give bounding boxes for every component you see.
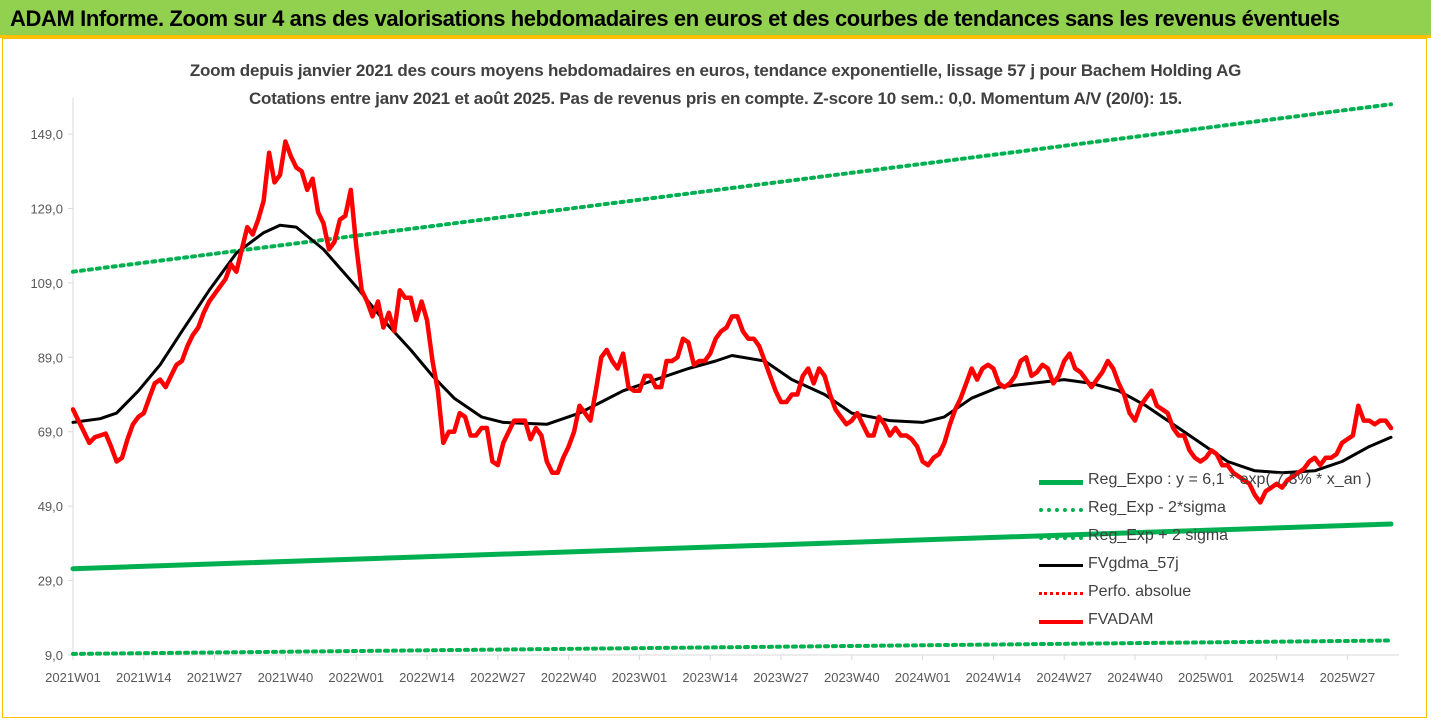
x-tick-label: 2025W14 xyxy=(1249,670,1305,685)
chart-title: Zoom depuis janvier 2021 des cours moyen… xyxy=(189,61,1242,80)
series-line-3 xyxy=(71,223,1393,475)
y-tick-label: 129,0 xyxy=(30,201,63,216)
legend-item: Perfo. absolue xyxy=(1035,580,1415,608)
x-tick-label: 2023W14 xyxy=(682,670,738,685)
legend-item: FVADAM xyxy=(1035,608,1415,636)
x-tick-label: 2024W14 xyxy=(966,670,1022,685)
x-tick-label: 2021W27 xyxy=(187,670,243,685)
legend-item: FVgdma_57j xyxy=(1035,552,1415,580)
y-tick-label: 89,0 xyxy=(38,350,63,365)
legend-label: Perfo. absolue xyxy=(1088,583,1192,600)
legend-item: Reg_Exp + 2 sigma xyxy=(1035,524,1415,552)
legend-swatch xyxy=(1039,508,1083,512)
x-tick-label: 2024W27 xyxy=(1036,670,1092,685)
y-tick-label: 109,0 xyxy=(30,276,63,291)
x-tick-label: 2021W40 xyxy=(258,670,314,685)
x-tick-label: 2024W01 xyxy=(895,670,951,685)
legend-label: FVADAM xyxy=(1088,611,1154,628)
series-line-0 xyxy=(70,521,1394,572)
y-tick-label: 29,0 xyxy=(38,574,63,589)
legend-label: Reg_Expo : y = 6,1 * exp( 7,3% * x_an ) xyxy=(1088,471,1372,488)
legend-swatch xyxy=(1039,592,1083,595)
series-line-1 xyxy=(71,638,1393,656)
x-tick-label: 2022W01 xyxy=(328,670,384,685)
title-banner: ADAM Informe. Zoom sur 4 ans des valoris… xyxy=(0,0,1431,38)
y-tick-label: 49,0 xyxy=(38,499,63,514)
x-tick-label: 2024W40 xyxy=(1107,670,1163,685)
legend-item: Reg_Expo : y = 6,1 * exp( 7,3% * x_an ) xyxy=(1035,468,1415,496)
legend-label: Reg_Exp - 2*sigma xyxy=(1088,499,1226,516)
legend-item: Reg_Exp - 2*sigma xyxy=(1035,496,1415,524)
report-title: ADAM Informe. Zoom sur 4 ans des valoris… xyxy=(10,6,1340,31)
x-tick-label: 2021W14 xyxy=(116,670,172,685)
x-tick-label: 2025W27 xyxy=(1320,670,1376,685)
legend-swatch xyxy=(1039,620,1083,624)
chart-legend: Reg_Expo : y = 6,1 * exp( 7,3% * x_an ) R… xyxy=(1035,468,1415,636)
y-tick-label: 9,0 xyxy=(45,648,63,663)
x-tick-label: 2022W27 xyxy=(470,670,526,685)
x-tick-label: 2025W01 xyxy=(1178,670,1234,685)
x-tick-label: 2022W40 xyxy=(541,670,597,685)
x-tick-label: 2023W27 xyxy=(753,670,809,685)
x-tick-label: 2023W01 xyxy=(612,670,668,685)
legend-swatch xyxy=(1039,480,1083,485)
series-line-5 xyxy=(70,139,1394,505)
series-line-2 xyxy=(71,102,1393,274)
legend-swatch xyxy=(1039,536,1083,540)
legend-swatch xyxy=(1039,564,1083,567)
x-tick-label: 2023W40 xyxy=(824,670,880,685)
legend-label: FVgdma_57j xyxy=(1088,555,1179,572)
chart-subtitle: Cotations entre janv 2021 et août 2025. … xyxy=(248,89,1183,108)
legend-label: Reg_Exp + 2 sigma xyxy=(1088,527,1229,544)
chart-frame xyxy=(2,38,1427,718)
y-tick-label: 69,0 xyxy=(38,425,63,440)
y-tick-label: 149,0 xyxy=(30,127,63,142)
x-tick-label: 2021W01 xyxy=(45,670,101,685)
x-tick-label: 2022W14 xyxy=(399,670,455,685)
